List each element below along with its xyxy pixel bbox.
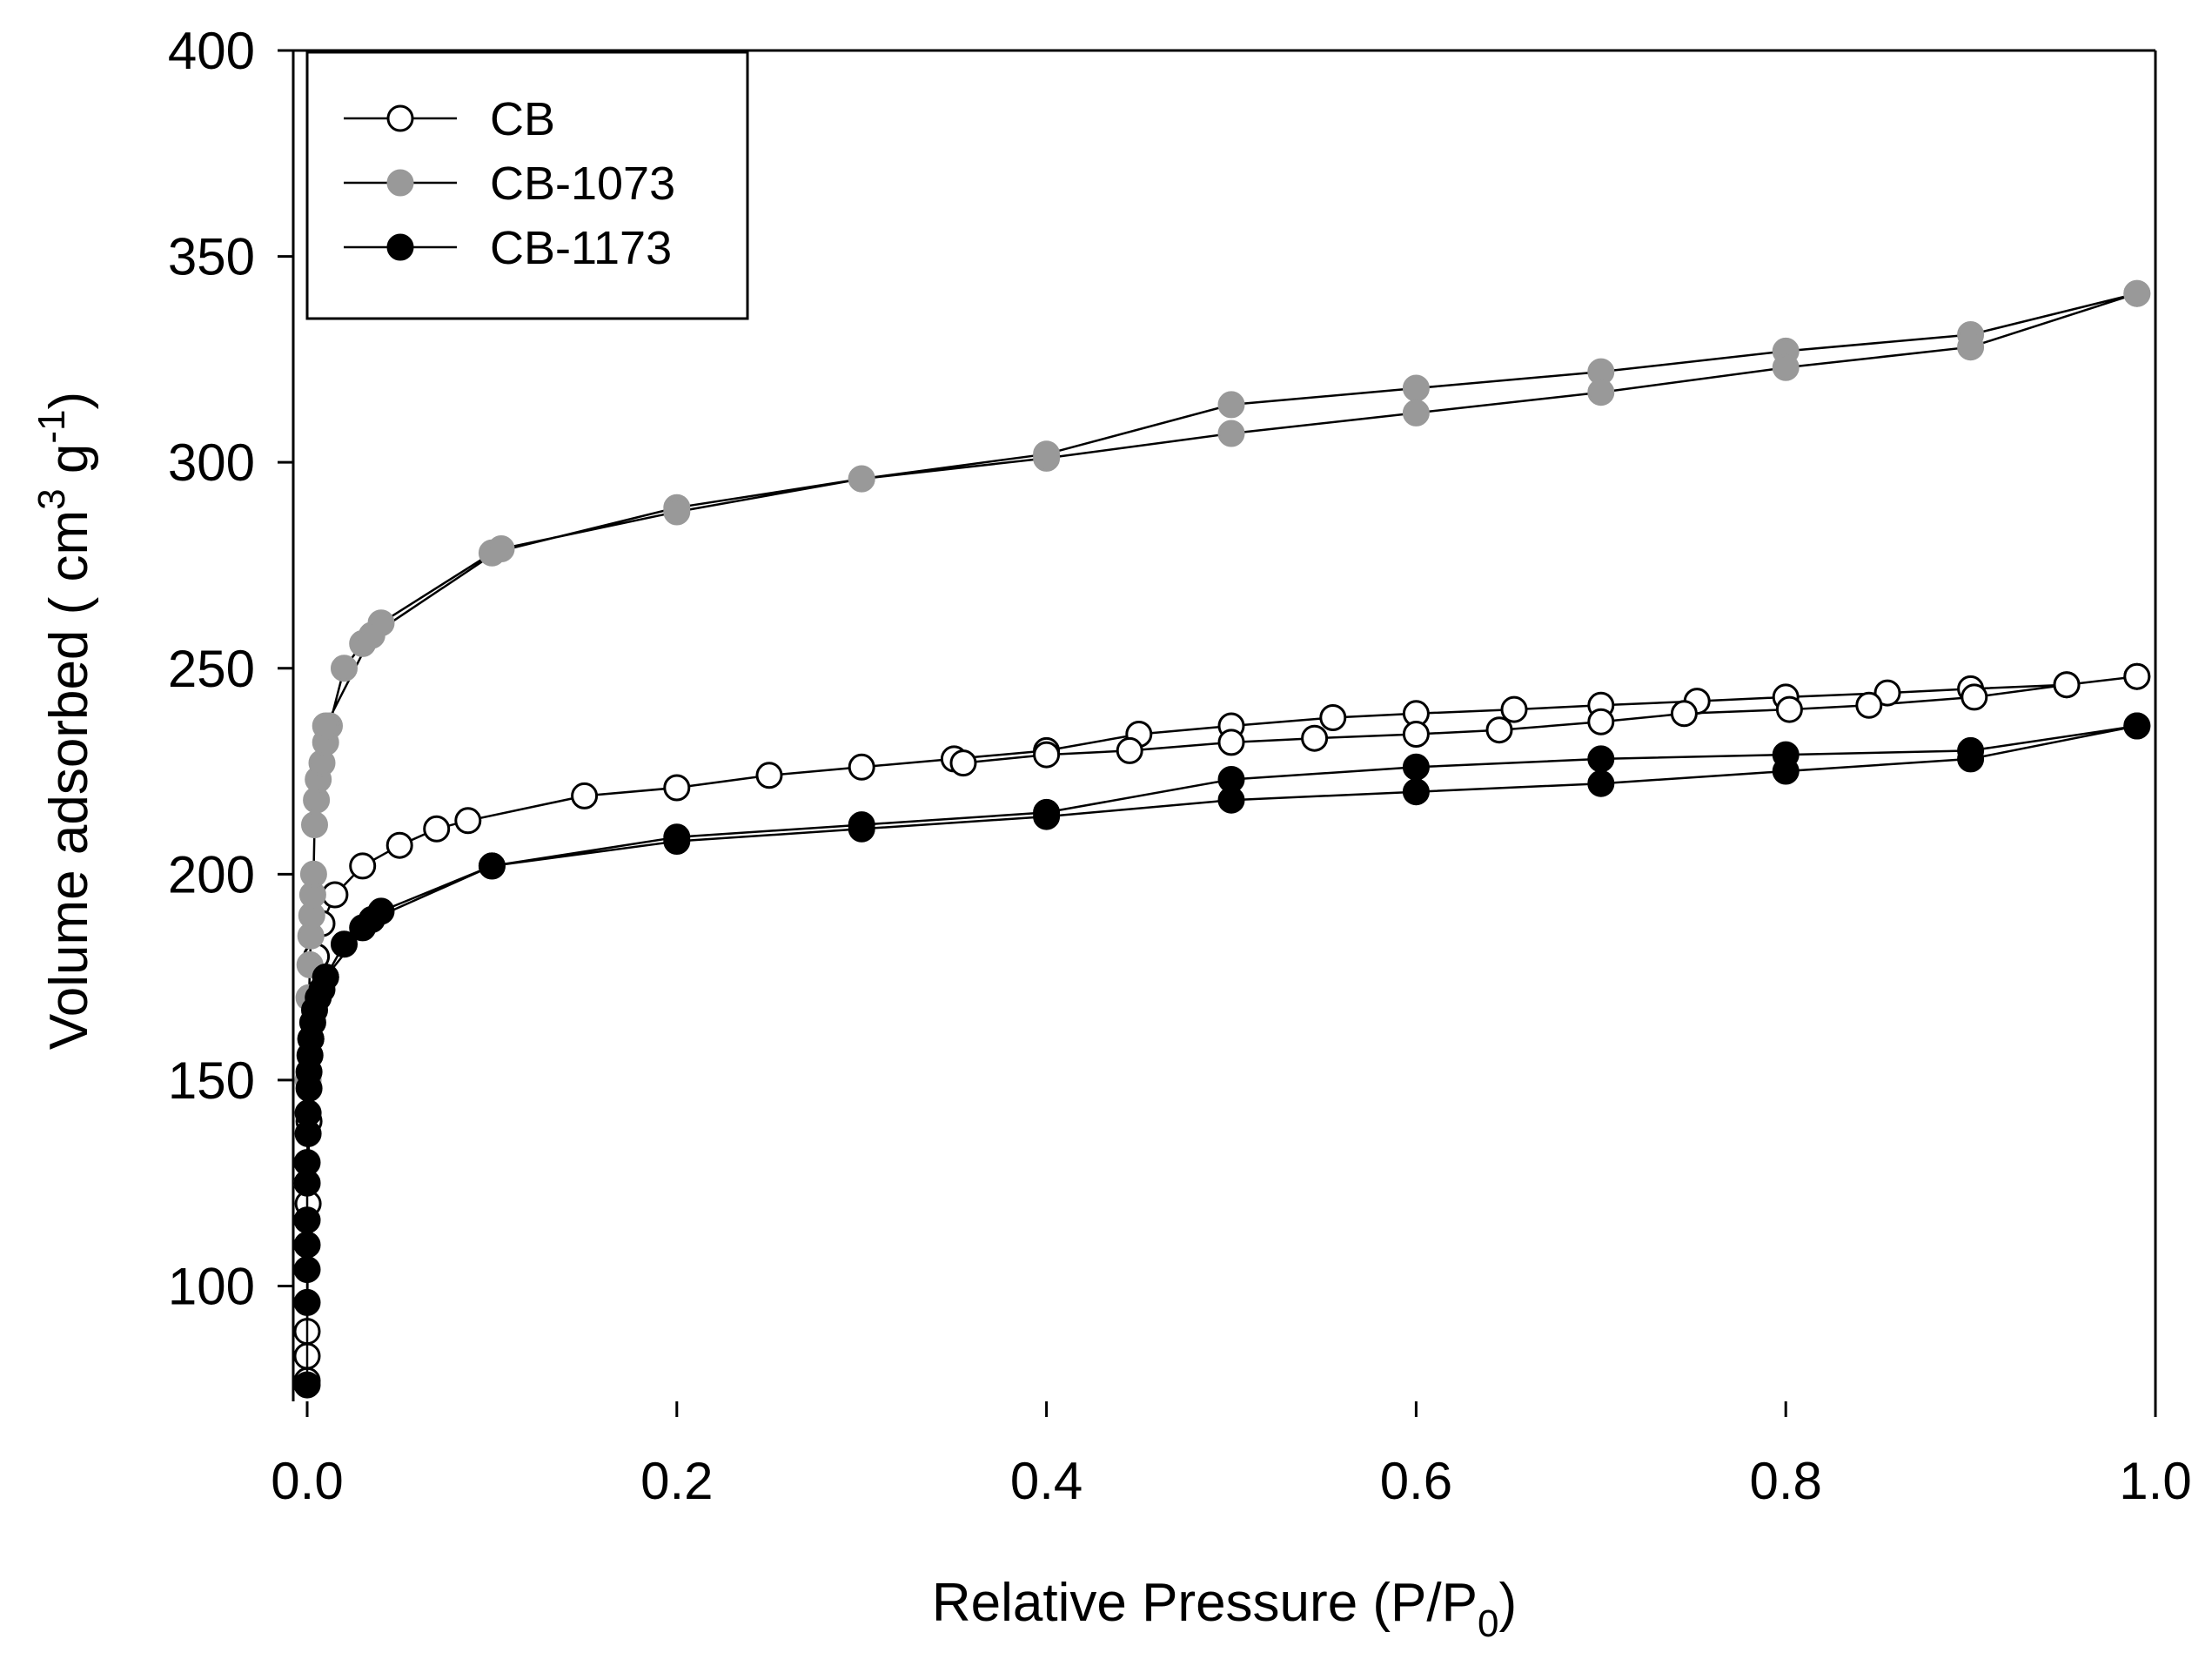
- data-point: [755, 762, 783, 789]
- y-tick-label: 350: [168, 228, 255, 286]
- data-point: [1855, 691, 1883, 719]
- x-tick-label: 0.6: [1380, 1452, 1452, 1510]
- y-tick-label: 250: [168, 640, 255, 698]
- data-point: [385, 831, 413, 859]
- data-point: [949, 749, 977, 777]
- data-point: [1772, 757, 1800, 785]
- data-point: [293, 1231, 321, 1259]
- data-point: [358, 905, 385, 933]
- data-point: [1402, 778, 1430, 806]
- data-point: [478, 852, 506, 880]
- legend-item: CB: [344, 93, 555, 145]
- data-point: [1217, 729, 1245, 756]
- data-point: [1402, 753, 1430, 781]
- data-point: [312, 964, 339, 991]
- x-ticks: 0.0 0.2 0.4 0.6 0.8 1.0: [271, 1401, 2192, 1510]
- data-point: [293, 1149, 321, 1177]
- data-point: [293, 1288, 321, 1316]
- data-point: [301, 811, 328, 839]
- data-point: [1402, 374, 1430, 402]
- data-point: [349, 852, 377, 880]
- data-point: [848, 815, 875, 843]
- data-point: [1402, 399, 1430, 427]
- data-point: [2123, 662, 2151, 690]
- data-point: [299, 860, 327, 888]
- data-point: [293, 1256, 321, 1284]
- data-point: [1217, 391, 1245, 419]
- data-point: [331, 930, 358, 958]
- legend-marker: [386, 169, 414, 197]
- data-point: [331, 655, 358, 682]
- data-point: [1500, 695, 1528, 723]
- data-point: [1670, 700, 1698, 728]
- data-point: [571, 782, 599, 809]
- legend-label: CB: [490, 93, 555, 145]
- data-point: [321, 881, 349, 909]
- data-point: [1485, 716, 1513, 744]
- series-cb-1173: [293, 712, 2151, 1399]
- data-point: [293, 1371, 321, 1399]
- data-point: [848, 465, 875, 493]
- data-point: [1116, 736, 1143, 764]
- legend-item: CB-1173: [344, 222, 672, 274]
- data-point: [487, 535, 515, 562]
- data-point: [1217, 420, 1245, 447]
- legend-label: CB-1173: [490, 222, 672, 274]
- data-point: [1587, 769, 1615, 797]
- data-point: [1775, 695, 1803, 723]
- legend: CB CB-1073 CB-1173: [305, 50, 749, 320]
- data-point: [663, 774, 691, 802]
- data-point: [294, 1099, 322, 1127]
- data-point: [358, 621, 385, 649]
- data-point: [1873, 679, 1901, 707]
- y-tick-label: 300: [168, 433, 255, 492]
- data-point: [423, 815, 451, 843]
- legend-item: CB-1073: [344, 158, 675, 210]
- data-point: [1319, 704, 1347, 731]
- legend-marker: [386, 104, 414, 132]
- y-ticks: 100 150 200 250 300 350 400: [168, 22, 293, 1316]
- data-point: [1957, 745, 1985, 773]
- data-point: [1033, 741, 1061, 769]
- data-point: [1587, 745, 1615, 773]
- y-tick-label: 400: [168, 22, 255, 80]
- data-point: [2123, 712, 2151, 740]
- x-tick-label: 0.4: [1010, 1452, 1083, 1510]
- x-tick-label: 0.8: [1749, 1452, 1821, 1510]
- series-cb: [293, 662, 2151, 1394]
- x-tick-label: 0.2: [640, 1452, 713, 1510]
- data-point: [663, 498, 691, 526]
- data-point: [1217, 786, 1245, 814]
- data-point: [663, 828, 691, 855]
- legend-marker: [386, 233, 414, 261]
- data-point: [1957, 333, 1985, 361]
- data-point: [1402, 721, 1430, 748]
- x-tick-label: 0.0: [271, 1452, 343, 1510]
- series-layer: [293, 279, 2151, 1399]
- data-point: [1587, 708, 1615, 735]
- data-point: [312, 712, 339, 740]
- x-tick-label: 1.0: [2119, 1452, 2191, 1510]
- data-point: [1961, 683, 1988, 711]
- y-tick-label: 100: [168, 1258, 255, 1316]
- data-point: [2053, 671, 2081, 699]
- data-point: [293, 1206, 321, 1234]
- data-point: [1301, 724, 1329, 752]
- y-tick-label: 150: [168, 1051, 255, 1110]
- legend-box: [305, 50, 749, 320]
- data-point: [1587, 379, 1615, 406]
- data-point: [454, 807, 482, 835]
- data-point: [848, 753, 875, 781]
- data-point: [1033, 444, 1061, 472]
- y-axis-title: Volume adsorbed ( cm3 g-1): [30, 392, 99, 1050]
- legend-label: CB-1073: [490, 158, 675, 210]
- data-point: [1772, 353, 1800, 381]
- data-point: [2123, 279, 2151, 307]
- axes: [292, 49, 2157, 1401]
- y-tick-label: 200: [168, 845, 255, 903]
- data-point: [1033, 803, 1061, 830]
- x-axis-title: Relative Pressure (P/P0): [932, 1573, 1517, 1645]
